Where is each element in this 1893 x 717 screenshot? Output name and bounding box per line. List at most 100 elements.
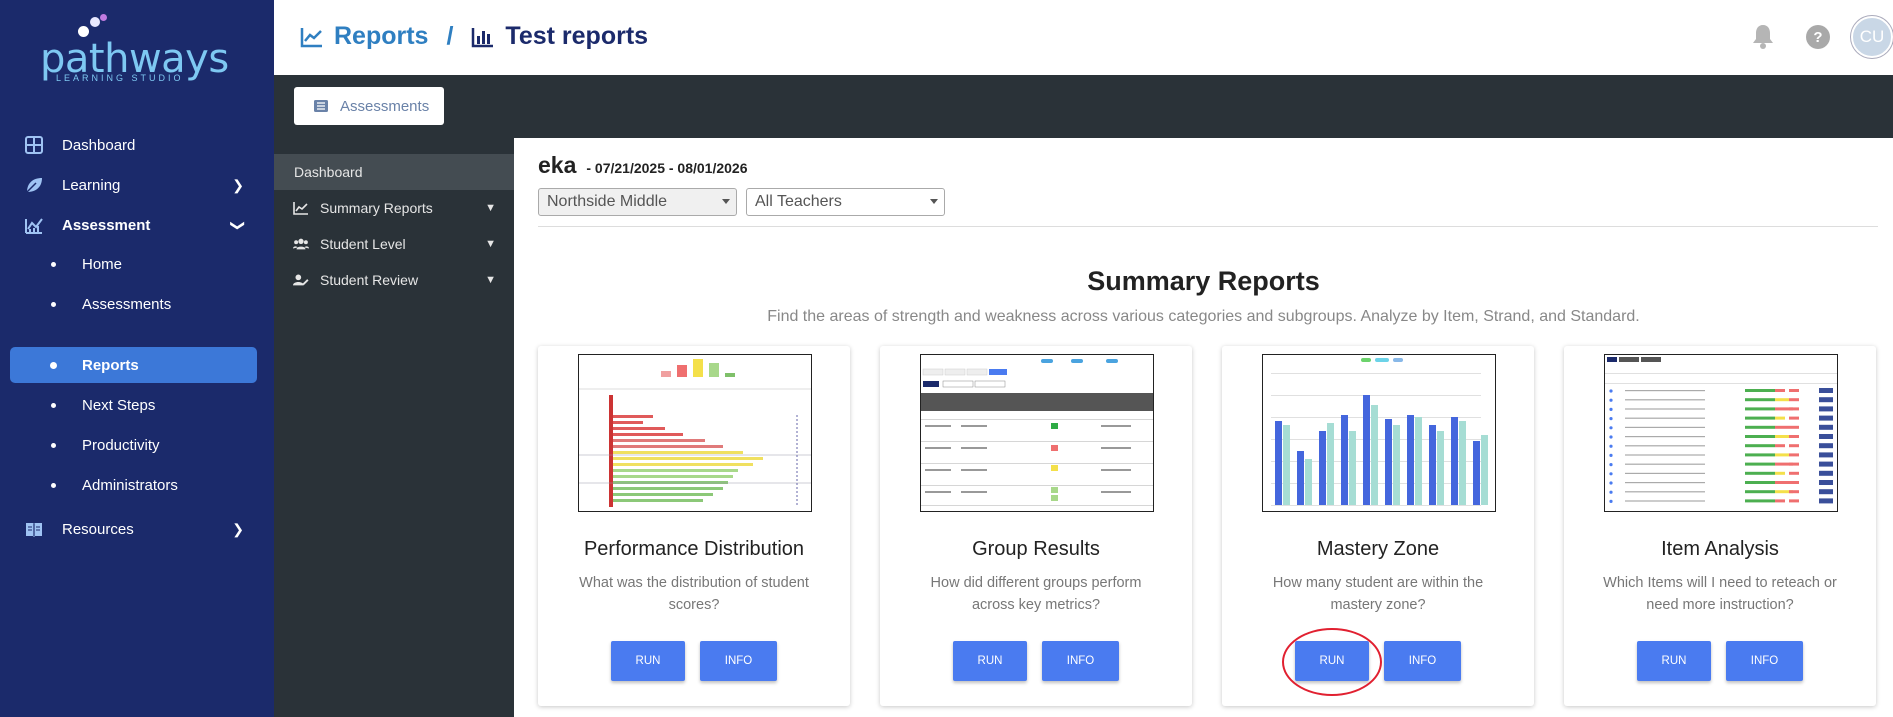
org-heading: eka - 07/21/2025 - 08/01/2026 bbox=[538, 152, 748, 179]
avatar[interactable]: CU bbox=[1851, 16, 1893, 58]
sidebar-subitem-administrators[interactable]: Administrators bbox=[0, 467, 274, 503]
sidebar-subitem-label: Administrators bbox=[82, 476, 178, 494]
teacher-select-value: All Teachers bbox=[755, 193, 842, 210]
sidebar-item-label: Dashboard bbox=[62, 136, 136, 154]
logo-wordmark: pathways bbox=[40, 36, 229, 82]
section-title: Summary Reports bbox=[1087, 266, 1320, 296]
teacher-select[interactable]: All Teachers bbox=[746, 188, 945, 216]
chart-line-icon bbox=[25, 218, 43, 234]
chevron-down-icon: ❯ bbox=[230, 219, 247, 231]
breadcrumb-reports-link[interactable]: Reports bbox=[334, 22, 429, 50]
breadcrumb-separator: / bbox=[446, 22, 454, 50]
group-results-thumbnail bbox=[920, 354, 1154, 512]
sidebar-subitem-next-steps[interactable]: Next Steps bbox=[0, 387, 274, 423]
chart-line-icon bbox=[300, 27, 322, 47]
bullet-icon bbox=[50, 361, 57, 369]
sidebar-subitem-label: Assessments bbox=[82, 295, 172, 313]
run-button[interactable]: RUN bbox=[611, 641, 685, 681]
sidebar-subitem-productivity[interactable]: Productivity bbox=[0, 427, 274, 463]
info-button[interactable]: INFO bbox=[1726, 641, 1803, 681]
subnav-student-review[interactable]: Student Review ▼ bbox=[274, 262, 514, 298]
caret-down-icon bbox=[930, 199, 938, 204]
chevron-down-icon: ▼ bbox=[485, 202, 496, 214]
section-subtitle: Find the areas of strength and weakness … bbox=[767, 308, 1640, 325]
run-button[interactable]: RUN bbox=[953, 641, 1027, 681]
help-icon[interactable]: ? bbox=[1805, 22, 1831, 50]
subnav-label: Summary Reports bbox=[320, 200, 433, 216]
list-icon bbox=[314, 100, 328, 112]
report-card-item-analysis: Item Analysis Which Items will I need to… bbox=[1564, 346, 1876, 706]
sidebar-subitem-home[interactable]: Home bbox=[0, 246, 274, 282]
chart-area-icon bbox=[293, 202, 308, 215]
book-icon bbox=[26, 523, 42, 537]
sidebar-item-learning[interactable]: Learning ❯ bbox=[0, 165, 274, 205]
highlight-circle bbox=[1282, 628, 1382, 696]
logo-dot bbox=[78, 26, 89, 37]
report-card-mastery-zone: Mastery Zone How many student are within… bbox=[1222, 346, 1534, 706]
card-title: Group Results bbox=[972, 538, 1100, 560]
chevron-right-icon: ❯ bbox=[232, 520, 244, 537]
subnav-dashboard[interactable]: Dashboard bbox=[274, 154, 514, 190]
sidebar-item-label: Assessment bbox=[62, 216, 151, 234]
info-button[interactable]: INFO bbox=[700, 641, 777, 681]
dashboard-grid-icon bbox=[25, 136, 43, 154]
sidebar-item-assessment[interactable]: Assessment ❯ bbox=[0, 205, 274, 245]
card-description: Which Items will I need to reteach or ne… bbox=[1603, 575, 1837, 613]
bullet-icon bbox=[51, 402, 56, 408]
sidebar-item-label: Learning bbox=[62, 176, 121, 194]
performance-distribution-thumbnail bbox=[578, 354, 812, 512]
logo-dot bbox=[90, 17, 100, 27]
mastery-zone-thumbnail bbox=[1262, 354, 1496, 512]
info-button[interactable]: INFO bbox=[1384, 641, 1461, 681]
sidebar-item-dashboard[interactable]: Dashboard bbox=[0, 125, 274, 165]
top-header: Reports / Test reports ? CU bbox=[274, 0, 1893, 75]
org-name: eka bbox=[538, 152, 577, 178]
bar-chart-icon bbox=[472, 27, 494, 47]
date-range: - 07/21/2025 - 08/01/2026 bbox=[586, 160, 748, 176]
run-button[interactable]: RUN bbox=[1637, 641, 1711, 681]
users-icon bbox=[293, 238, 309, 250]
user-edit-icon bbox=[293, 274, 309, 286]
bullet-icon bbox=[51, 301, 56, 307]
sidebar-subitem-label: Next Steps bbox=[82, 396, 156, 414]
sidebar-subitem-reports[interactable]: Reports bbox=[10, 347, 257, 383]
chevron-down-icon: ▼ bbox=[485, 274, 496, 286]
subnav-label: Student Level bbox=[320, 236, 406, 252]
bullet-icon bbox=[51, 482, 56, 488]
reports-subnav: Dashboard Summary Reports ▼ Student Leve… bbox=[274, 138, 514, 717]
card-title: Performance Distribution bbox=[583, 538, 805, 560]
breadcrumb: Reports / Test reports bbox=[300, 22, 648, 51]
assessments-button[interactable]: Assessments bbox=[294, 87, 444, 125]
logo-dot bbox=[100, 14, 107, 21]
card-description: How many student are within the mastery … bbox=[1272, 575, 1484, 613]
bell-icon[interactable] bbox=[1750, 22, 1776, 50]
card-title: Item Analysis bbox=[1661, 538, 1779, 560]
sidebar-subitem-assessments[interactable]: Assessments bbox=[0, 286, 274, 322]
bullet-icon bbox=[51, 261, 56, 267]
subnav-student-level[interactable]: Student Level ▼ bbox=[274, 226, 514, 262]
card-description: How did different groups perform across … bbox=[930, 575, 1142, 613]
page-title: Test reports bbox=[505, 22, 649, 50]
main-sidebar: pathways LEARNING STUDIO Dashboard Learn… bbox=[0, 0, 274, 717]
sidebar-subitem-label: Home bbox=[82, 255, 123, 273]
sidebar-subitem-label: Productivity bbox=[82, 436, 160, 454]
subnav-summary-reports[interactable]: Summary Reports ▼ bbox=[274, 190, 514, 226]
pathways-logo[interactable]: pathways LEARNING STUDIO bbox=[40, 14, 230, 86]
item-analysis-thumbnail bbox=[1604, 354, 1838, 512]
sidebar-item-label: Resources bbox=[62, 520, 134, 538]
info-button[interactable]: INFO bbox=[1042, 641, 1119, 681]
report-card-group-results: Group Results How did different groups p… bbox=[880, 346, 1192, 706]
caret-down-icon bbox=[722, 199, 730, 204]
main-content: eka - 07/21/2025 - 08/01/2026 Northside … bbox=[514, 138, 1893, 717]
bullet-icon bbox=[51, 442, 56, 448]
sidebar-item-resources[interactable]: Resources ❯ bbox=[0, 509, 274, 549]
chevron-down-icon: ▼ bbox=[485, 238, 496, 250]
subnav-label: Student Review bbox=[320, 272, 419, 288]
school-select-value: Northside Middle bbox=[547, 193, 668, 210]
assessments-button-label: Assessments bbox=[340, 97, 430, 115]
svg-text:?: ? bbox=[1813, 29, 1822, 46]
logo-tagline: LEARNING STUDIO bbox=[56, 73, 184, 83]
chevron-right-icon: ❯ bbox=[232, 176, 244, 193]
school-select[interactable]: Northside Middle bbox=[538, 188, 737, 216]
card-title: Mastery Zone bbox=[1316, 538, 1440, 560]
